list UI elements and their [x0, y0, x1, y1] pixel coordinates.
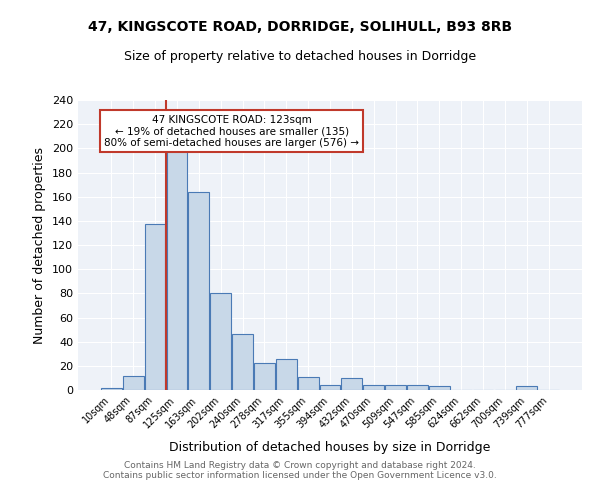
Text: Contains HM Land Registry data © Crown copyright and database right 2024.
Contai: Contains HM Land Registry data © Crown c… [103, 460, 497, 480]
Text: 47 KINGSCOTE ROAD: 123sqm
← 19% of detached houses are smaller (135)
80% of semi: 47 KINGSCOTE ROAD: 123sqm ← 19% of detac… [104, 114, 359, 148]
Bar [517, 386, 537, 390]
Bar [123, 376, 143, 390]
Bar [341, 378, 362, 390]
Bar [167, 150, 187, 390]
Bar [407, 385, 428, 390]
Text: Size of property relative to detached houses in Dorridge: Size of property relative to detached ho… [124, 50, 476, 63]
Text: 47, KINGSCOTE ROAD, DORRIDGE, SOLIHULL, B93 8RB: 47, KINGSCOTE ROAD, DORRIDGE, SOLIHULL, … [88, 20, 512, 34]
Bar [429, 386, 450, 390]
Bar [210, 294, 231, 390]
Bar [188, 192, 209, 390]
Bar [145, 224, 166, 390]
Bar [364, 385, 384, 390]
Bar [385, 385, 406, 390]
Bar [254, 364, 275, 390]
Bar [232, 334, 253, 390]
Bar [101, 388, 122, 390]
X-axis label: Distribution of detached houses by size in Dorridge: Distribution of detached houses by size … [169, 441, 491, 454]
Bar [320, 385, 340, 390]
Bar [276, 358, 296, 390]
Y-axis label: Number of detached properties: Number of detached properties [34, 146, 46, 344]
Bar [298, 376, 319, 390]
